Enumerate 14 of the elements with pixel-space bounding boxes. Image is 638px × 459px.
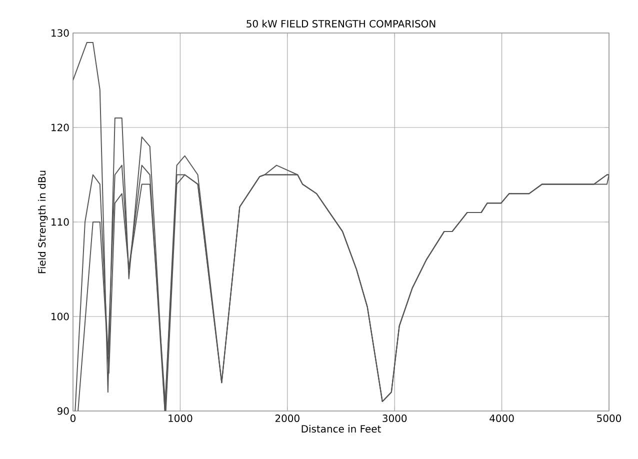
y-tick-label: 90 (57, 407, 69, 415)
x-tick-label: 1000 (168, 414, 192, 422)
y-tick-label: 100 (52, 312, 69, 320)
y-tick-label: 130 (52, 29, 69, 37)
x-tick-label: 3000 (382, 414, 407, 422)
x-tick-label: 0 (70, 414, 76, 422)
y-tick-label: 120 (52, 124, 69, 132)
x-tick-label: 2000 (275, 414, 300, 422)
x-axis-title: Distance in Feet (302, 424, 381, 433)
chart-title: 50 kW FIELD STRENGTH COMPARISON (246, 20, 436, 28)
x-tick-label: 5000 (597, 414, 622, 422)
x-tick-label: 4000 (490, 414, 514, 422)
y-tick-label: 110 (52, 218, 69, 226)
y-axis-title: Field Strength in dBu (38, 170, 48, 274)
